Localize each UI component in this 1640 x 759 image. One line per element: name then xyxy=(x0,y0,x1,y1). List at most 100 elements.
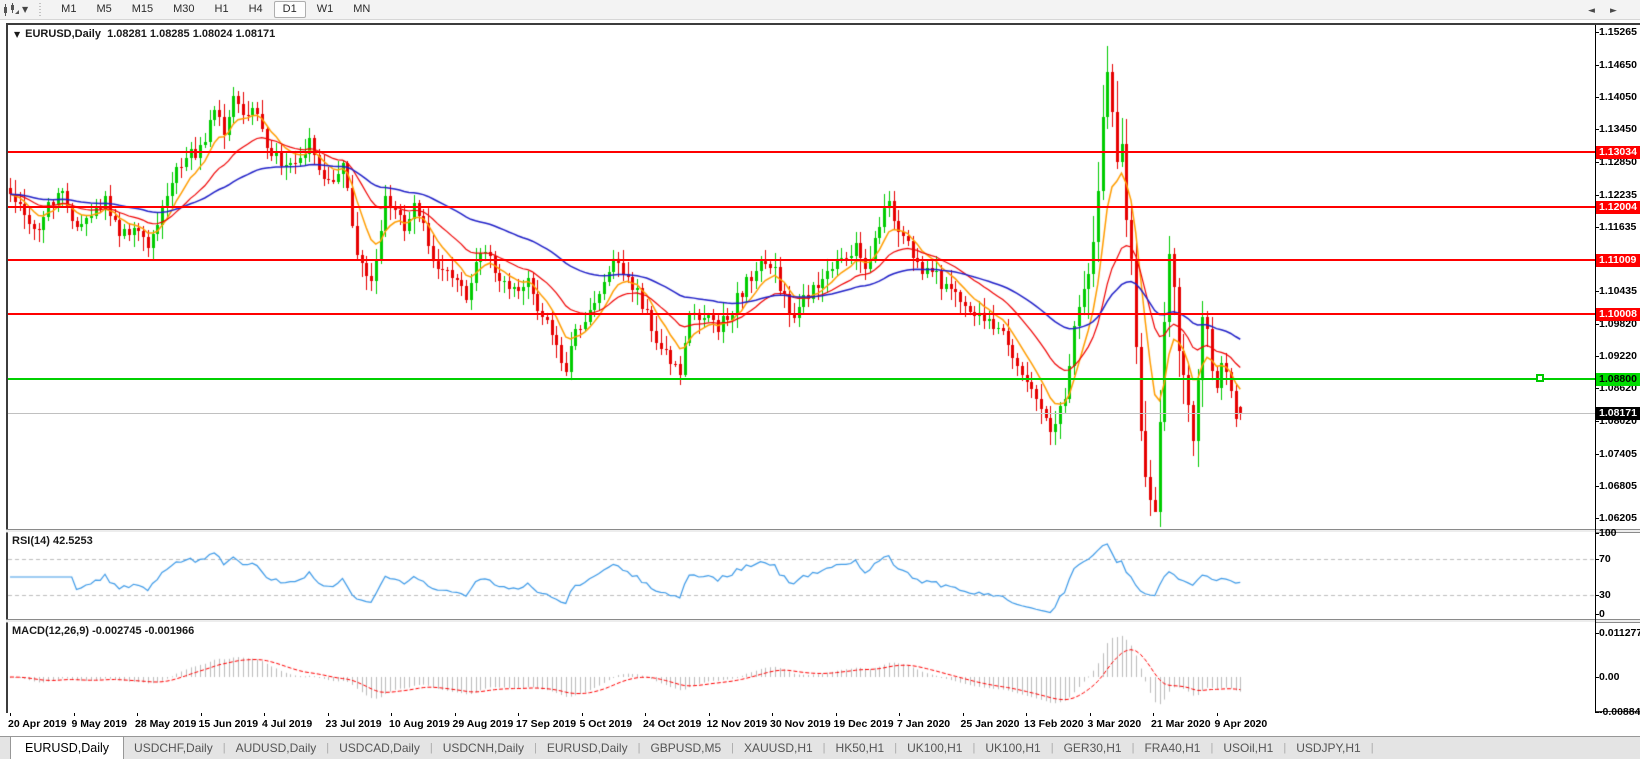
resistance-price-label: 1.11009 xyxy=(1596,254,1640,267)
candlestick-chart-icon[interactable] xyxy=(2,2,20,17)
chart-tab-fra40-h1[interactable]: FRA40,H1 xyxy=(1144,741,1201,755)
date-axis-label: 9 Apr 2020 xyxy=(1214,718,1268,730)
chart-tab-usdcad-daily[interactable]: USDCAD,Daily xyxy=(339,741,420,755)
timeframe-button-H1[interactable]: H1 xyxy=(214,3,229,15)
date-axis-tick xyxy=(454,713,456,716)
date-axis-label: 21 Mar 2020 xyxy=(1151,718,1211,730)
chart-ohlc-quote: 1.08281 1.08285 1.08024 1.08171 xyxy=(107,28,276,40)
price-axis-tick-label: 1.15265 xyxy=(1599,26,1637,38)
chart-type-dropdown-icon[interactable]: ▼ xyxy=(22,5,29,14)
support-line[interactable] xyxy=(8,377,1595,380)
date-axis-label: 19 Dec 2019 xyxy=(833,718,894,730)
date-axis-tick xyxy=(1153,713,1154,716)
chart-tab-eurusd-daily[interactable]: EURUSD,Daily xyxy=(546,741,628,755)
tab-separator: | xyxy=(731,742,734,754)
date-axis-tick xyxy=(327,713,329,716)
date-axis-tick xyxy=(264,713,265,716)
rsi-canvas[interactable] xyxy=(8,532,1595,619)
axis-tick-mark xyxy=(1595,633,1599,634)
resistance-line[interactable] xyxy=(8,312,1595,315)
axis-tick-mark xyxy=(1595,388,1599,389)
chart-expand-icon[interactable]: ▼ xyxy=(14,30,21,39)
window-border-left xyxy=(6,23,8,713)
toolbar-grip xyxy=(38,2,44,17)
chart-tab-hk50-h1[interactable]: HK50,H1 xyxy=(835,741,885,755)
tab-separator: | xyxy=(429,742,433,754)
axis-tick-mark xyxy=(1595,518,1599,519)
timeframe-buttons: M1 M5 M15 M30 H1 H4 D1 W1 MN xyxy=(51,1,380,18)
chart-tab-gbpusd-m5[interactable]: GBPUSD,M5 xyxy=(650,741,722,755)
macd-canvas[interactable] xyxy=(8,622,1595,712)
axis-tick-mark xyxy=(1595,614,1599,615)
timeframe-button-M30[interactable]: M30 xyxy=(173,3,195,15)
tab-separator: | xyxy=(894,742,898,754)
date-axis-tick xyxy=(962,713,964,716)
date-axis-label: 7 Jan 2020 xyxy=(897,718,951,730)
axis-tick-mark xyxy=(1595,486,1599,487)
tab-separator: | xyxy=(1210,742,1214,754)
timeframe-button-M5[interactable]: M5 xyxy=(96,3,112,15)
resistance-price-label: 1.13034 xyxy=(1596,146,1640,159)
resistance-line[interactable] xyxy=(8,150,1595,153)
date-axis-label: 23 Jul 2019 xyxy=(325,718,382,730)
chart-tab-xauusd-h1[interactable]: XAUUSD,H1 xyxy=(743,741,813,755)
price-axis-tick-label: 70 xyxy=(1599,553,1611,565)
date-axis-tick xyxy=(645,713,646,716)
price-chart-canvas[interactable] xyxy=(8,25,1595,529)
timeframe-button-MN[interactable]: MN xyxy=(353,3,371,15)
price-axis-tick-label: 0 xyxy=(1599,608,1605,620)
price-axis-tick-label: 1.12850 xyxy=(1599,156,1637,168)
resistance-line[interactable] xyxy=(8,205,1595,208)
price-axis-tick-label: 100 xyxy=(1599,527,1617,539)
axis-tick-mark xyxy=(1595,162,1599,163)
price-axis-tick-label: 1.12235 xyxy=(1599,189,1637,201)
support-line-handle[interactable] xyxy=(1536,373,1544,382)
date-axis-label: 5 Oct 2019 xyxy=(579,718,633,730)
tab-scroll-right-button[interactable]: ► xyxy=(1610,6,1617,16)
tab-separator: | xyxy=(534,742,537,754)
chart-tab-uk100-h1[interactable]: UK100,H1 xyxy=(907,741,963,755)
timeframe-button-M15[interactable]: M15 xyxy=(131,3,154,15)
date-axis-label: 25 Jan 2020 xyxy=(960,718,1020,730)
window-border-top xyxy=(6,23,1640,25)
axis-tick-mark xyxy=(1595,559,1599,560)
date-axis-label: 12 Nov 2019 xyxy=(706,718,768,730)
chart-tab-usdjpy-h1[interactable]: USDJPY,H1 xyxy=(1296,741,1361,755)
date-axis-tick xyxy=(73,713,75,716)
timeframe-button-W1[interactable]: W1 xyxy=(316,3,334,15)
timeframe-button-H4[interactable]: H4 xyxy=(248,3,263,15)
tab-separator: | xyxy=(1050,742,1054,754)
tab-separator: | xyxy=(1131,742,1135,754)
price-axis-tick-label: 1.13450 xyxy=(1599,123,1637,135)
price-chart-panel: ▼ EURUSD,Daily 1.08281 1.08285 1.08024 1.… xyxy=(8,25,1595,529)
chart-tab-usoil-h1[interactable]: USOil,H1 xyxy=(1223,741,1274,755)
date-axis-label: 13 Feb 2020 xyxy=(1024,718,1084,730)
axis-tick-mark xyxy=(1595,32,1599,33)
tab-separator: | xyxy=(1283,742,1287,754)
price-axis-tick-label: 1.10435 xyxy=(1599,285,1637,297)
chart-tab-usdchf-daily[interactable]: USDCHF,Daily xyxy=(134,741,213,755)
macd-label: MACD(12,26,9) -0.002745 -0.001966 xyxy=(12,625,195,637)
chart-tab-usdcnh-daily[interactable]: USDCNH,Daily xyxy=(442,741,525,755)
tab-separator: | xyxy=(326,742,330,754)
price-axis-line xyxy=(1595,25,1596,712)
chart-tab-ger30-h1[interactable]: GER30,H1 xyxy=(1063,741,1122,755)
axis-tick-mark xyxy=(1595,356,1599,357)
support-price-label: 1.08800 xyxy=(1596,373,1640,386)
chart-tab-uk100-h1[interactable]: UK100,H1 xyxy=(985,741,1041,755)
axis-tick-mark xyxy=(1595,454,1599,455)
chart-tab-eurusd-daily[interactable]: EURUSD,Daily xyxy=(10,737,125,759)
date-axis-label: 28 May 2019 xyxy=(135,718,197,730)
price-axis-tick-label: 0.011277 xyxy=(1599,627,1640,639)
timeframe-button-D1[interactable]: D1 xyxy=(273,1,306,18)
chart-tab-audusd-daily[interactable]: AUDUSD,Daily xyxy=(235,741,317,755)
resistance-line[interactable] xyxy=(8,259,1595,262)
date-axis-label: 4 Jul 2019 xyxy=(262,718,313,730)
price-axis-tick-label: 30 xyxy=(1599,589,1611,601)
tab-scroll-left-button[interactable]: ◄ xyxy=(1588,6,1595,16)
price-axis-tick-label: 1.07405 xyxy=(1599,448,1637,460)
date-axis-tick xyxy=(772,713,773,716)
date-axis-label: 10 Aug 2019 xyxy=(389,718,450,730)
date-axis-tick xyxy=(10,713,11,716)
timeframe-button-M1[interactable]: M1 xyxy=(61,3,77,15)
